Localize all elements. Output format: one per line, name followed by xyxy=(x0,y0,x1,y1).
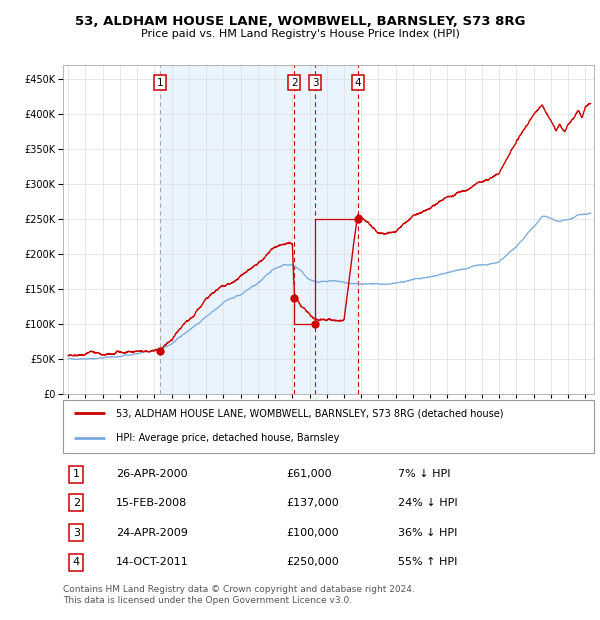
Text: Contains HM Land Registry data © Crown copyright and database right 2024.
This d: Contains HM Land Registry data © Crown c… xyxy=(63,585,415,605)
Text: 3: 3 xyxy=(312,78,319,87)
Text: 15-FEB-2008: 15-FEB-2008 xyxy=(116,498,187,508)
Text: £61,000: £61,000 xyxy=(286,469,332,479)
Text: 2: 2 xyxy=(291,78,298,87)
Text: 4: 4 xyxy=(73,557,80,567)
Text: 14-OCT-2011: 14-OCT-2011 xyxy=(116,557,189,567)
Bar xyxy=(160,65,358,394)
Text: 26-APR-2000: 26-APR-2000 xyxy=(116,469,188,479)
Text: 24% ↓ HPI: 24% ↓ HPI xyxy=(398,498,457,508)
Text: 1: 1 xyxy=(157,78,163,87)
Text: 1: 1 xyxy=(73,469,80,479)
Text: 55% ↑ HPI: 55% ↑ HPI xyxy=(398,557,457,567)
Text: £250,000: £250,000 xyxy=(286,557,339,567)
Text: £137,000: £137,000 xyxy=(286,498,339,508)
Text: HPI: Average price, detached house, Barnsley: HPI: Average price, detached house, Barn… xyxy=(116,433,340,443)
Text: £100,000: £100,000 xyxy=(286,528,338,538)
Text: Price paid vs. HM Land Registry's House Price Index (HPI): Price paid vs. HM Land Registry's House … xyxy=(140,29,460,39)
Text: 53, ALDHAM HOUSE LANE, WOMBWELL, BARNSLEY, S73 8RG: 53, ALDHAM HOUSE LANE, WOMBWELL, BARNSLE… xyxy=(75,16,525,28)
FancyBboxPatch shape xyxy=(63,400,594,453)
Text: 53, ALDHAM HOUSE LANE, WOMBWELL, BARNSLEY, S73 8RG (detached house): 53, ALDHAM HOUSE LANE, WOMBWELL, BARNSLE… xyxy=(116,408,503,418)
Text: 2: 2 xyxy=(73,498,80,508)
Text: 4: 4 xyxy=(355,78,361,87)
Text: 36% ↓ HPI: 36% ↓ HPI xyxy=(398,528,457,538)
Text: 3: 3 xyxy=(73,528,80,538)
Text: 24-APR-2009: 24-APR-2009 xyxy=(116,528,188,538)
Text: 7% ↓ HPI: 7% ↓ HPI xyxy=(398,469,450,479)
